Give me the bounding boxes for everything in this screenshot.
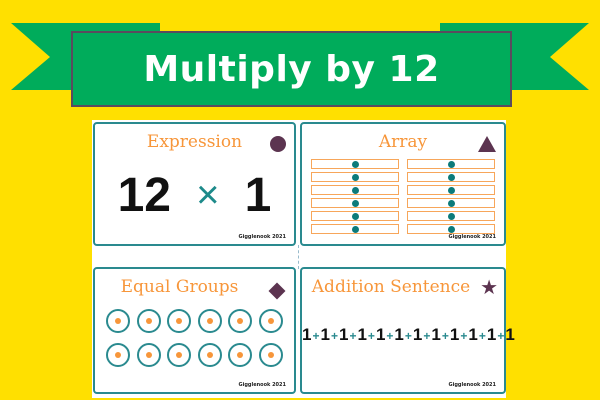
addend: 1 <box>431 325 441 344</box>
array-row <box>311 198 399 208</box>
group-circle <box>167 343 192 367</box>
card-footer: Gigglenook 2021 <box>448 382 497 388</box>
plus-sign: + <box>460 329 468 343</box>
addend: 1 <box>357 325 367 344</box>
addend: 1 <box>338 325 349 344</box>
group-circle <box>258 343 283 367</box>
plus-sign: + <box>478 329 486 343</box>
card-title: Array <box>378 132 428 152</box>
cut-line <box>298 245 299 269</box>
group-circle <box>106 343 131 367</box>
group-circle <box>136 343 161 367</box>
plus-sign: + <box>312 329 320 343</box>
array-grid <box>311 159 495 234</box>
plus-sign: + <box>404 329 412 343</box>
addend: 1 <box>486 325 497 344</box>
addend: 1 <box>449 325 460 344</box>
array-row <box>311 159 399 169</box>
array-row <box>407 224 495 234</box>
star-icon: ★ <box>480 275 498 299</box>
times-sign: × <box>196 173 220 217</box>
group-circle <box>197 343 222 367</box>
array-row <box>311 185 399 195</box>
page-title: Multiply by 12 <box>143 48 440 90</box>
addend: 1 <box>505 325 515 344</box>
equal-groups-card: Equal Groups Gigglenook 2021 <box>93 267 296 394</box>
addend: 1 <box>394 325 404 344</box>
plus-sign: + <box>423 329 431 343</box>
array-row <box>407 211 495 221</box>
addend: 1 <box>468 325 478 344</box>
array-row <box>311 224 399 234</box>
group-circle <box>136 309 161 333</box>
addition-sentence-card: Addition Sentence ★ 1+1+1+1+1+1+1+1+1+1+… <box>300 267 515 394</box>
plus-sign: + <box>386 329 394 343</box>
group-circle <box>106 309 131 333</box>
array-row <box>311 172 399 182</box>
plus-sign: + <box>330 329 338 343</box>
addend: 1 <box>375 325 386 344</box>
group-circle <box>197 309 222 333</box>
groups-grid <box>103 309 286 367</box>
card-footer: Gigglenook 2021 <box>448 234 497 240</box>
card-footer: Gigglenook 2021 <box>238 234 287 240</box>
expression-card: Expression 12 × 1 Gigglenook 2021 <box>93 122 296 246</box>
card-title: Addition Sentence <box>311 277 471 297</box>
array-row <box>407 172 495 182</box>
title-banner: Multiply by 12 <box>71 31 512 107</box>
plus-sign: + <box>367 329 375 343</box>
card-title: Expression <box>146 132 243 152</box>
factor-right: 1 <box>244 169 272 222</box>
addend: 1 <box>412 325 423 344</box>
group-circle <box>228 309 253 333</box>
array-row <box>407 185 495 195</box>
diamond-icon <box>268 282 286 300</box>
factor-left: 12 <box>117 169 171 222</box>
card-footer: Gigglenook 2021 <box>238 382 287 388</box>
addend: 1 <box>302 325 312 344</box>
circle-icon <box>270 136 286 152</box>
array-row <box>407 159 495 169</box>
addition-sentence: 1+1+1+1+1+1+1+1+1+1+1+1 <box>302 325 515 345</box>
expression: 12 × 1 <box>95 168 294 223</box>
group-circle <box>258 309 283 333</box>
plus-sign: + <box>441 329 449 343</box>
array-row <box>407 198 495 208</box>
array-card: Array Gigglenook 2021 <box>300 122 506 246</box>
card-title: Equal Groups <box>120 277 239 297</box>
plus-sign: + <box>497 329 505 343</box>
addend: 1 <box>320 325 330 344</box>
group-circle <box>167 309 192 333</box>
group-circle <box>228 343 253 367</box>
plus-sign: + <box>349 329 357 343</box>
triangle-icon <box>478 136 496 152</box>
array-row <box>311 211 399 221</box>
